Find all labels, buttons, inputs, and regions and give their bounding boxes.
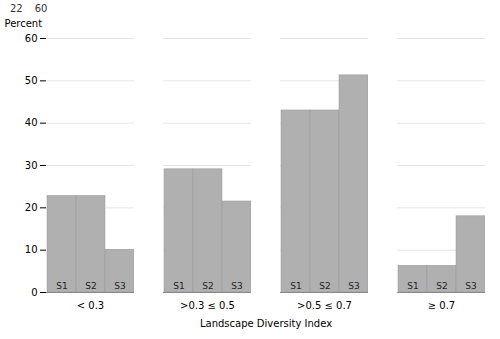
svg-text:Landscape Diversity Index: Landscape Diversity Index: [200, 318, 332, 329]
svg-text:S3: S3: [114, 281, 125, 291]
svg-text:S2: S2: [85, 281, 96, 291]
html-text:22: 22: [10, 3, 23, 14]
svg-text:30: 30: [25, 160, 38, 171]
svg-text:40: 40: [25, 117, 38, 128]
svg-text:60: 60: [25, 33, 38, 44]
svg-text:S2: S2: [436, 281, 447, 291]
svg-text:S3: S3: [348, 281, 359, 291]
svg-text:S1: S1: [56, 281, 67, 291]
svg-text:S1: S1: [173, 281, 184, 291]
svg-text:>0.3 ≤ 0.5: >0.3 ≤ 0.5: [180, 300, 235, 311]
svg-text:S2: S2: [319, 281, 330, 291]
svg-text:S1: S1: [407, 281, 418, 291]
svg-text:S2: S2: [202, 281, 213, 291]
svg-text:0: 0: [31, 287, 37, 298]
svg-text:10: 10: [25, 244, 38, 255]
html-text:60: 60: [34, 3, 48, 14]
svg-text:S3: S3: [465, 281, 476, 291]
svg-text:Percent: Percent: [5, 18, 43, 29]
svg-text:S3: S3: [231, 281, 242, 291]
svg-text:50: 50: [25, 75, 38, 86]
svg-text:20: 20: [25, 202, 38, 213]
svg-text:>0.5 ≤ 0.7: >0.5 ≤ 0.7: [297, 300, 352, 311]
svg-text:< 0.3: < 0.3: [77, 300, 104, 311]
svg-text:≥ 0.7: ≥ 0.7: [428, 300, 455, 311]
svg-text:S1: S1: [290, 281, 301, 291]
